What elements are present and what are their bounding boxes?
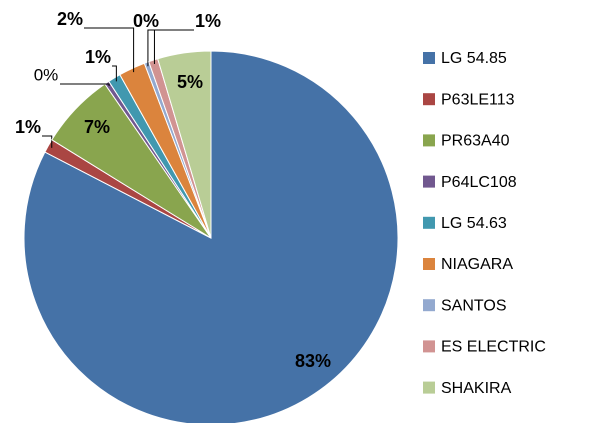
legend-label: LG 54.63 xyxy=(441,215,507,232)
legend-label: LG 54.85 xyxy=(441,50,507,67)
legend-label: SANTOS xyxy=(441,297,507,314)
leader-line xyxy=(112,65,117,82)
pie-slice xyxy=(157,50,212,239)
legend-swatch xyxy=(423,52,435,64)
legend-label: SHAKIRA xyxy=(441,380,512,397)
legend-label: ES ELECTRIC xyxy=(441,339,546,356)
legend-swatch xyxy=(423,216,435,229)
legend-label: PR63A40 xyxy=(441,133,510,150)
legend-swatch xyxy=(423,175,435,188)
leader-line xyxy=(153,29,194,64)
legend-swatch xyxy=(423,340,435,353)
legend-swatch xyxy=(423,381,435,394)
legend-label: NIAGARA xyxy=(441,256,513,273)
data-label: 0% xyxy=(133,11,159,31)
data-label: 2% xyxy=(57,9,83,29)
legend-swatch xyxy=(423,93,435,106)
legend-swatch xyxy=(423,134,435,147)
data-label: 5% xyxy=(177,72,203,92)
legend-label: P63LE113 xyxy=(441,91,515,108)
legend-swatch xyxy=(423,299,435,312)
data-label: 1% xyxy=(85,47,111,67)
legend-label: P64LC108 xyxy=(441,174,517,191)
data-label: 83% xyxy=(295,351,331,371)
legend-swatch xyxy=(423,258,435,270)
data-label: 7% xyxy=(84,117,110,137)
data-label: 1% xyxy=(15,117,41,137)
leader-line xyxy=(84,27,135,73)
leader-line xyxy=(42,135,53,148)
data-label: 0% xyxy=(34,65,59,84)
data-label: 1% xyxy=(195,11,221,31)
leader-line xyxy=(60,83,110,87)
